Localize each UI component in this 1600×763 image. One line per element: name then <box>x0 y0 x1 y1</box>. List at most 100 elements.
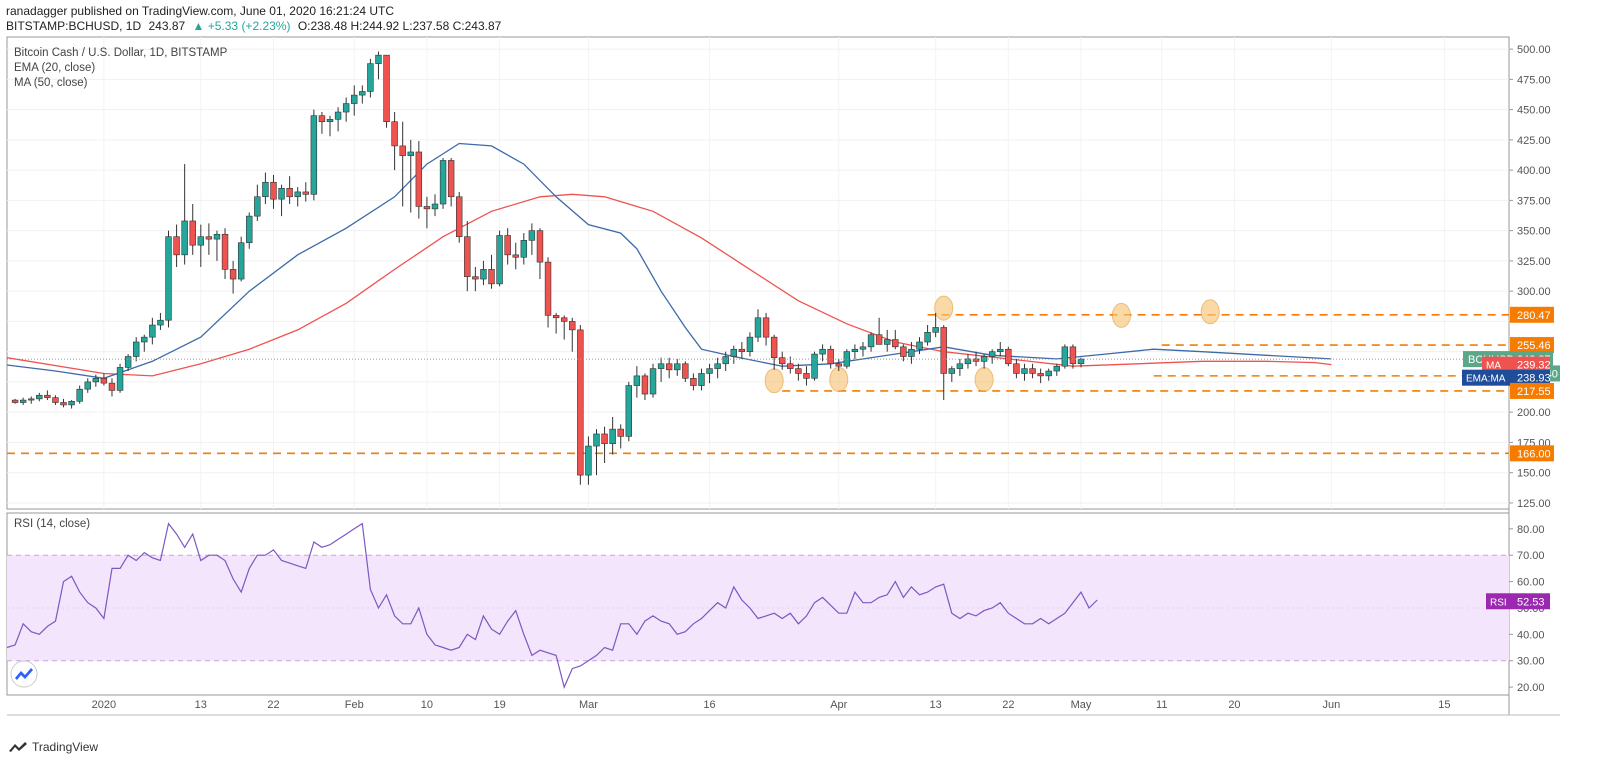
candle-body <box>197 236 205 246</box>
candle-body <box>892 339 899 348</box>
rsi-tick-label: 70.00 <box>1517 550 1545 562</box>
candle-body <box>1061 346 1069 367</box>
time-tick-label: May <box>1071 699 1092 711</box>
highlight-ellipse <box>934 295 954 321</box>
rsi-tag-name: RSI <box>1490 597 1507 608</box>
candle-body <box>439 160 447 205</box>
candle-body <box>997 348 1004 352</box>
candle-body <box>60 402 67 406</box>
legend-title: Bitcoin Cash / U.S. Dollar, 1D, BITSTAMP <box>14 47 228 59</box>
candle-body <box>738 348 746 352</box>
price-tick-label: 325.00 <box>1517 256 1551 268</box>
candle-body <box>84 381 91 390</box>
candle-body <box>246 215 253 244</box>
candle-body <box>859 346 867 350</box>
time-tick-label: 10 <box>421 699 433 711</box>
tradingview-logo-icon <box>9 742 27 752</box>
legend-ema[interactable]: EMA (20, close) <box>14 62 96 74</box>
publish-info: ranadagger published on TradingView.com,… <box>6 4 395 18</box>
price-tick-label: 450.00 <box>1517 105 1551 117</box>
candle-body <box>334 111 342 120</box>
rsi-line-path <box>6 522 1098 689</box>
candle-body <box>415 151 423 207</box>
candle-body <box>19 399 27 403</box>
candle-body <box>28 398 35 401</box>
candle-body <box>326 118 334 123</box>
candle-body <box>68 400 75 406</box>
price-gridlines <box>7 37 1509 509</box>
candle-body <box>795 368 802 374</box>
ema-line-path <box>6 142 1332 379</box>
candle-body <box>342 103 350 113</box>
time-tick-label: Feb <box>345 699 364 711</box>
candle-body <box>714 363 721 369</box>
candle-body <box>1029 368 1036 374</box>
candle-body <box>690 377 697 386</box>
candle-body <box>1037 373 1044 377</box>
candle-body <box>132 341 140 357</box>
candle-body <box>851 348 859 352</box>
candle-body <box>464 236 471 277</box>
candle-body <box>383 54 390 123</box>
candle-body <box>237 242 245 280</box>
level-price-tag <box>1510 382 1554 399</box>
price-tick-label: 150.00 <box>1517 468 1551 480</box>
price-tick-label: 300.00 <box>1517 286 1551 298</box>
candle-body <box>423 206 431 210</box>
candle-body <box>165 236 172 321</box>
candle-body <box>407 151 414 156</box>
candle-body <box>528 230 536 241</box>
candle-body <box>698 373 705 386</box>
candle-body <box>149 324 156 338</box>
time-tick-label: 20 <box>1228 699 1240 711</box>
candle-body <box>76 388 83 402</box>
legend-ma[interactable]: MA (50, close) <box>14 77 88 89</box>
candle-body <box>504 235 511 256</box>
candle-body <box>278 187 285 200</box>
candle-body <box>552 315 560 319</box>
candle-body <box>496 235 503 285</box>
ma-line-path <box>6 193 1332 377</box>
candle-body <box>375 54 382 64</box>
candle-body <box>11 399 19 403</box>
candle-body <box>811 353 818 379</box>
rsi-axis: 20.0030.0040.0050.0060.0070.0080.00RSI52… <box>1486 524 1550 694</box>
candle-body <box>916 341 923 350</box>
candle-body <box>92 377 100 383</box>
candle-body <box>157 319 164 326</box>
candle-body <box>294 191 301 198</box>
price-tick-label: 125.00 <box>1517 498 1551 510</box>
candle-body <box>254 196 261 217</box>
level-price-tag <box>1510 306 1554 323</box>
candle-body <box>302 191 309 195</box>
footer-branding[interactable]: TradingView <box>8 740 98 754</box>
time-tick-label: Jun <box>1322 699 1340 711</box>
rsi-pane-legend[interactable]: RSI (14, close) <box>14 518 91 530</box>
time-tick-label: 22 <box>267 699 279 711</box>
candle-body <box>730 348 737 357</box>
price-tick-label: 200.00 <box>1517 407 1551 419</box>
rsi-value-tag <box>1486 593 1550 610</box>
candle-body <box>351 94 358 104</box>
candle-body <box>867 334 875 348</box>
candle-body <box>803 373 810 379</box>
candle-body <box>488 269 495 285</box>
candle-body <box>36 394 43 400</box>
rsi-tick-label: 80.00 <box>1517 524 1545 536</box>
candle-body <box>585 445 592 476</box>
candle-body <box>762 317 770 338</box>
candle-body <box>173 236 180 256</box>
candle-body <box>932 327 939 333</box>
ema-tag-name: EMA:MA <box>1466 374 1506 385</box>
level-price-tag <box>1510 445 1554 462</box>
time-axis: 2020 13 22 Feb 10 19 Mar 16 Apr 13 22 May 11 20 Jun 15 <box>92 699 1451 711</box>
rsi-tick-label: 20.00 <box>1517 682 1545 694</box>
tv-logo-badge[interactable] <box>10 660 38 688</box>
time-tick-label: 22 <box>1002 699 1014 711</box>
candle-body <box>181 220 188 256</box>
candle-body <box>270 181 277 200</box>
candle-body <box>221 233 229 270</box>
price-tick-label: 400.00 <box>1517 165 1551 177</box>
symbol-info-row: BITSTAMP:BCHUSD, 1D 243.87 ▲ +5.33 (+2.2… <box>6 19 505 34</box>
